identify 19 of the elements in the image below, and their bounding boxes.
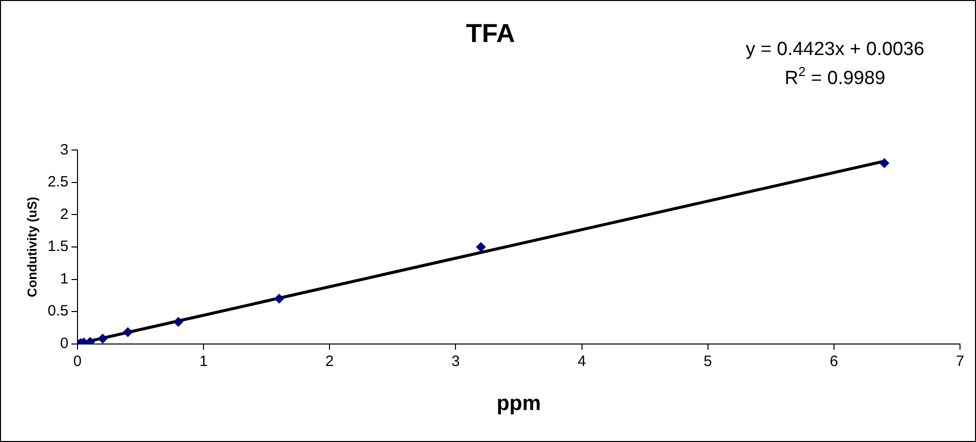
y-tick-label: 3 [60,141,68,158]
y-tick-label: 2 [60,206,68,223]
y-tick-label: 0 [60,334,68,352]
x-tick-label: 0 [73,352,82,370]
x-tick-label: 1 [199,352,208,370]
y-tick-label: 1.5 [48,238,68,256]
y-tick-label: 1 [60,270,68,288]
x-tick-label: 7 [956,352,964,370]
chart-title: TFA [466,18,516,48]
x-tick-label: 6 [830,352,838,370]
x-tick-label: 3 [452,352,460,370]
text: y = 0.4423x + 0.0036 [746,39,924,60]
x-tick-label: 5 [704,352,712,370]
x-tick-label: 4 [578,352,586,370]
y-axis-title: Condutivity (uS) [24,196,40,298]
y-tick-label: 0.5 [48,302,68,320]
x-tick-label: 2 [325,352,334,370]
y-tick-label: 2.5 [48,174,68,191]
x-axis-title: ppm [496,392,541,416]
